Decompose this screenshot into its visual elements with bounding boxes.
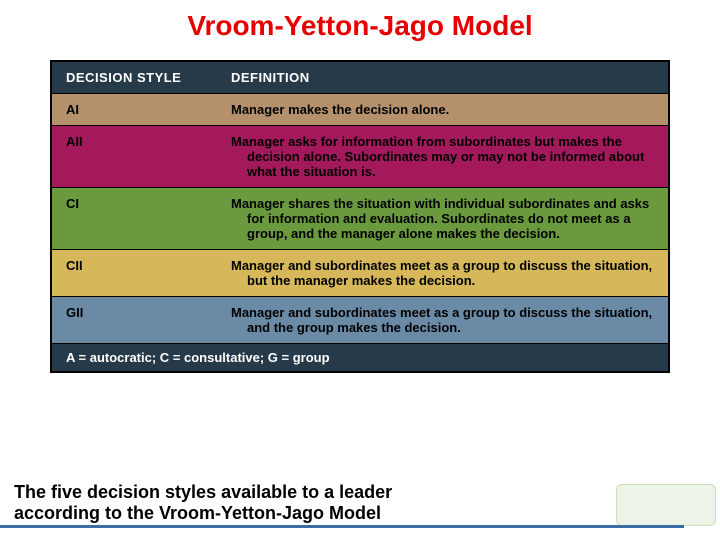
header-decision-style: DECISION STYLE <box>52 62 227 93</box>
cell-definition: Manager and subordinates meet as a group… <box>227 297 668 343</box>
header-definition: DEFINITION <box>227 62 668 93</box>
cell-style: AII <box>52 126 227 187</box>
table-row: AI Manager makes the decision alone. <box>52 94 668 126</box>
caption-line2: according to the Vroom-Yetton-Jago Model <box>14 503 706 524</box>
cell-style: CI <box>52 188 227 249</box>
caption-line1: The five decision styles available to a … <box>14 482 706 503</box>
table-footer-row: A = autocratic; C = consultative; G = gr… <box>52 344 668 371</box>
caption: The five decision styles available to a … <box>0 474 720 530</box>
cell-definition: Manager makes the decision alone. <box>227 94 668 125</box>
table-row: CII Manager and subordinates meet as a g… <box>52 250 668 297</box>
table-footer: A = autocratic; C = consultative; G = gr… <box>52 344 668 371</box>
cell-style: GII <box>52 297 227 343</box>
table-row: CI Manager shares the situation with ind… <box>52 188 668 250</box>
corner-box <box>616 484 716 526</box>
cell-definition: Manager and subordinates meet as a group… <box>227 250 668 296</box>
bottom-rule <box>0 525 684 528</box>
table-row: AII Manager asks for information from su… <box>52 126 668 188</box>
decision-style-table: DECISION STYLE DEFINITION AI Manager mak… <box>50 60 670 373</box>
cell-style: CII <box>52 250 227 296</box>
cell-definition: Manager shares the situation with indivi… <box>227 188 668 249</box>
table-row: GII Manager and subordinates meet as a g… <box>52 297 668 344</box>
page-title: Vroom-Yetton-Jago Model <box>0 0 720 60</box>
cell-style: AI <box>52 94 227 125</box>
table-header-row: DECISION STYLE DEFINITION <box>52 62 668 94</box>
cell-definition: Manager asks for information from subord… <box>227 126 668 187</box>
